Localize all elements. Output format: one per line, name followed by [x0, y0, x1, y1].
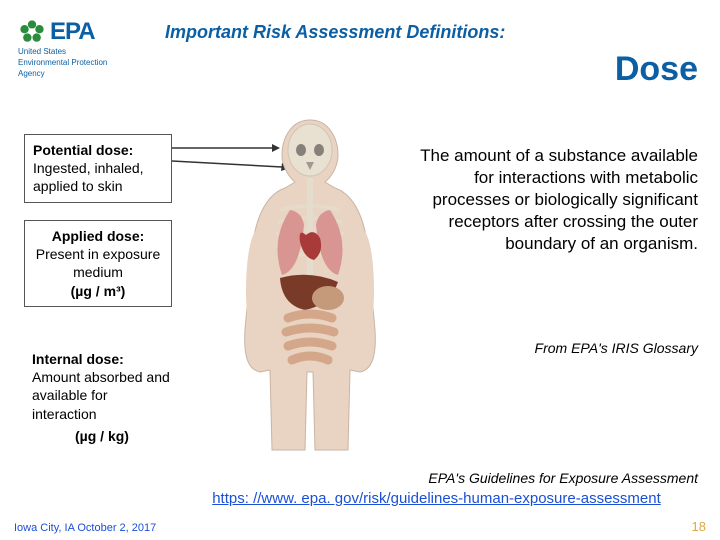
guideline-link[interactable]: https: //www. epa. gov/risk/guidelines-h…: [175, 490, 698, 507]
epa-subtext-3: Agency: [18, 70, 128, 79]
slide-label: Important Risk Assessment Definitions:: [165, 22, 505, 43]
slide-title: Dose: [615, 50, 698, 89]
internal-dose-box: Internal dose: Amount absorbed and avail…: [24, 344, 180, 451]
epa-flower-icon: [18, 18, 46, 46]
applied-dose-body: Present in exposure medium: [33, 245, 163, 281]
potential-dose-head: Potential dose:: [33, 141, 163, 159]
potential-dose-box: Potential dose: Ingested, inhaled, appli…: [24, 134, 172, 203]
guideline-title: EPA's Guidelines for Exposure Assessment: [428, 470, 698, 486]
dose-definition: The amount of a substance available for …: [408, 145, 698, 255]
page-number: 18: [692, 519, 706, 534]
applied-dose-box: Applied dose: Present in exposure medium…: [24, 220, 172, 307]
epa-wordmark: EPA: [50, 18, 95, 46]
potential-dose-body: Ingested, inhaled, applied to skin: [33, 159, 163, 195]
epa-logo: EPA United States Environmental Protecti…: [18, 18, 128, 78]
applied-dose-unit: (µg / m³): [33, 282, 163, 300]
applied-dose-head: Applied dose:: [33, 227, 163, 245]
internal-dose-unit: (µg / kg): [32, 427, 172, 445]
epa-subtext-1: United States: [18, 48, 128, 57]
footer-location: Iowa City, IA October 2, 2017: [14, 522, 156, 534]
iris-citation: From EPA's IRIS Glossary: [535, 340, 698, 356]
anatomy-figure: [210, 110, 410, 470]
epa-subtext-2: Environmental Protection: [18, 59, 128, 68]
internal-dose-head: Internal dose:: [32, 350, 172, 368]
internal-dose-body: Amount absorbed and available for intera…: [32, 368, 172, 423]
